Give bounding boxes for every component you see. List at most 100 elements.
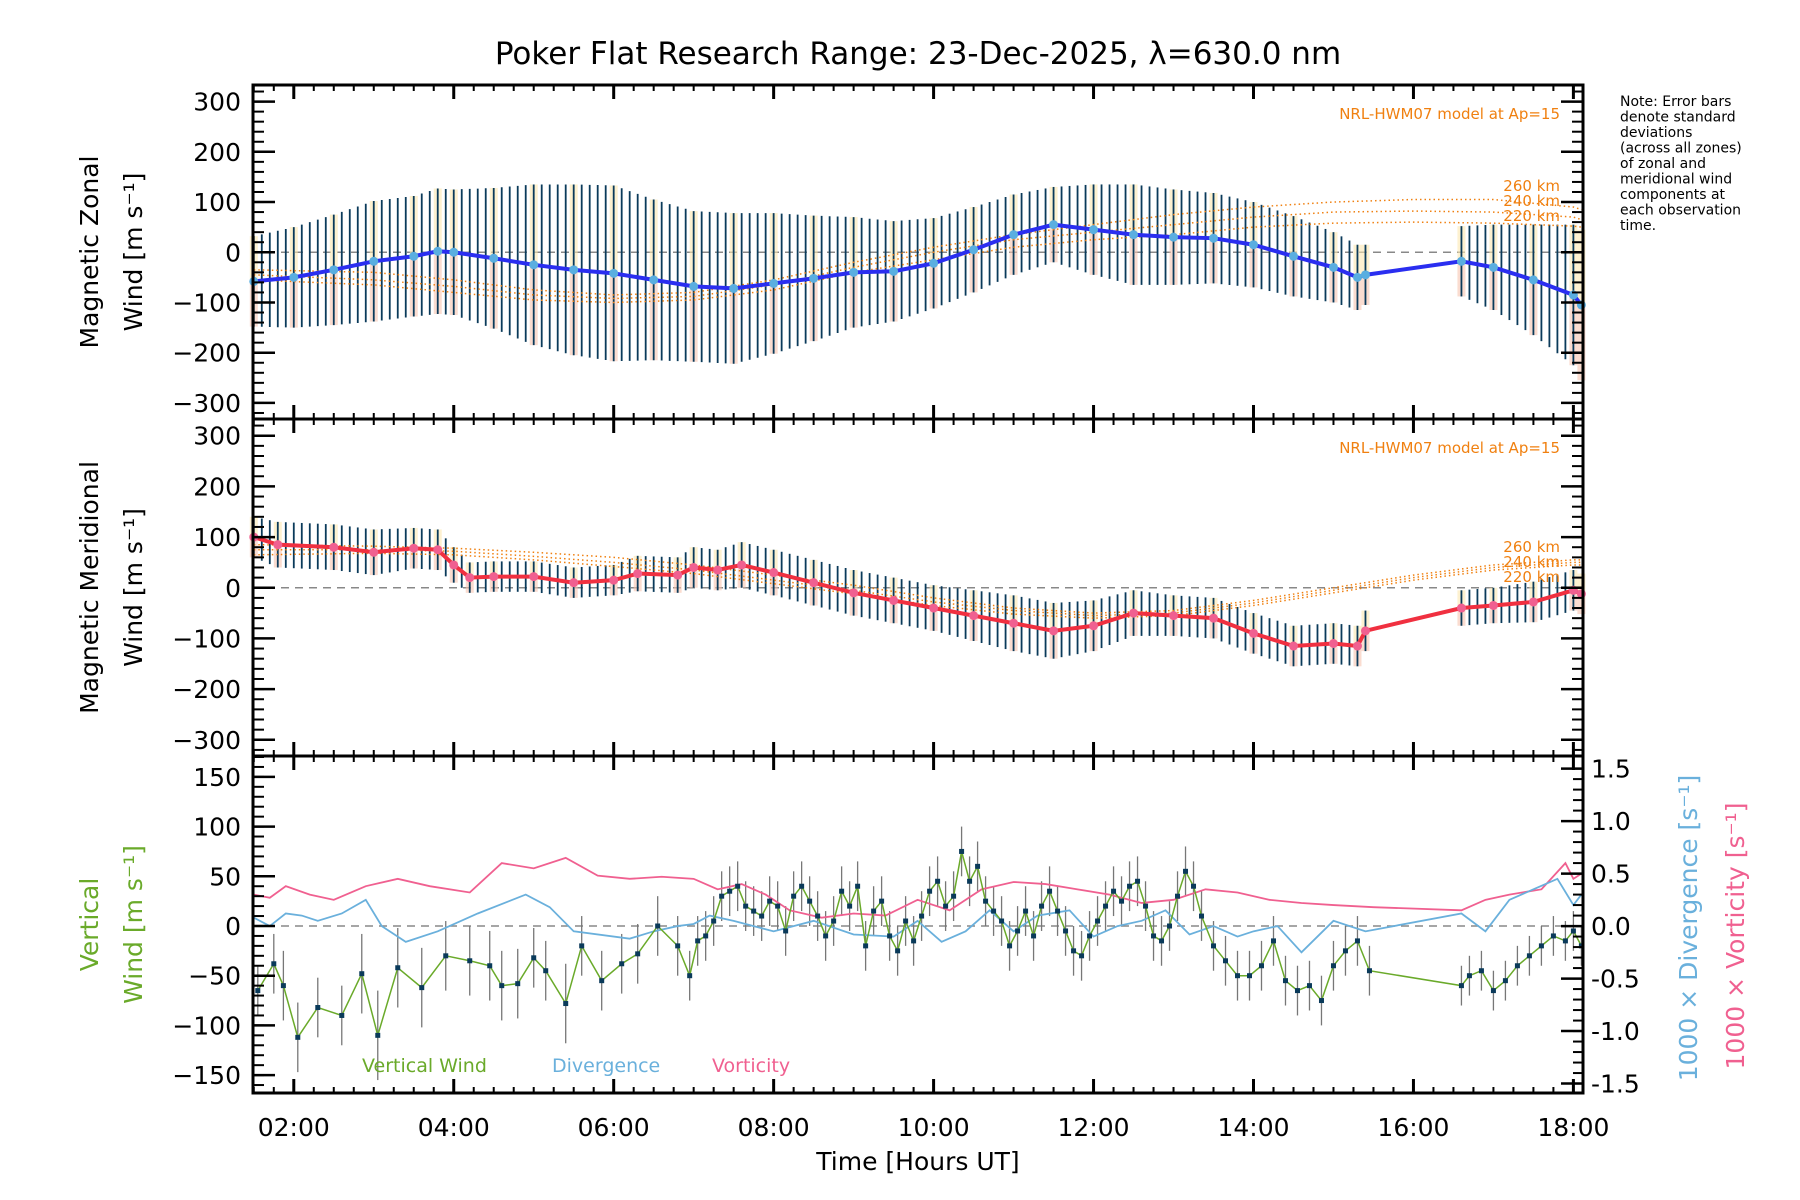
vertical-wind-point: [375, 1032, 381, 1038]
data-point: [1209, 613, 1219, 623]
x-tick-label: 10:00: [898, 1113, 970, 1142]
y-tick-label: 0: [225, 574, 241, 603]
data-point: [1360, 626, 1370, 636]
vorticity-axis-title: 1000 × Vorticity [s⁻¹]: [1721, 803, 1750, 1070]
data-point: [1456, 603, 1466, 613]
vertical-wind-point: [1047, 888, 1053, 894]
data-point: [529, 260, 539, 270]
y-tick-label: −200: [172, 339, 241, 368]
vertical-wind-point: [499, 983, 505, 989]
vertical-wind-point: [1514, 963, 1520, 969]
vertical-wind-point: [863, 943, 869, 949]
vertical-wind-point: [1211, 943, 1217, 949]
y-axis-title: Magnetic Zonal: [75, 156, 104, 349]
y-tick-label: 0: [225, 912, 241, 941]
zone-band-upper: [1577, 229, 1586, 305]
y-tick-label: −150: [172, 1061, 241, 1090]
y-tick-label: 50: [209, 862, 241, 891]
data-point: [449, 560, 459, 570]
vertical-wind-point: [1330, 963, 1336, 969]
vertical-wind-point: [1538, 943, 1544, 949]
legend-vorticity: Vorticity: [712, 1055, 790, 1077]
data-point: [433, 545, 443, 555]
vertical-wind-point: [271, 961, 277, 967]
vertical-wind-point: [1294, 988, 1300, 994]
legend-vertical-wind: Vertical Wind: [362, 1055, 487, 1077]
vertical-wind-point: [1550, 933, 1556, 939]
vertical-wind-point: [675, 943, 681, 949]
vertical-wind-point: [1007, 943, 1013, 949]
y-tick-label: −100: [172, 624, 241, 653]
x-tick-label: 14:00: [1217, 1113, 1289, 1142]
vertical-wind-point: [1143, 903, 1149, 909]
vertical-wind-point: [1526, 953, 1532, 959]
data-point: [649, 275, 659, 285]
vertical-wind-point: [1354, 938, 1360, 944]
data-point: [769, 568, 779, 578]
vertical-wind-point: [1366, 968, 1372, 974]
vertical-wind-point: [563, 1001, 569, 1007]
vertical-wind-point: [1095, 918, 1101, 924]
vertical-wind-point: [1031, 933, 1037, 939]
vertical-wind-point: [1023, 908, 1029, 914]
vertical-wind-point: [799, 883, 805, 889]
right-tick-label: 0.0: [1591, 912, 1631, 941]
data-point: [569, 578, 579, 588]
data-point: [1360, 270, 1370, 280]
y-tick-label: 100: [193, 188, 241, 217]
y-axis-title: Wind [m s⁻¹]: [119, 173, 148, 332]
vertical-wind-line: [257, 851, 1583, 1040]
data-point: [1009, 618, 1019, 628]
vertical-wind-point: [911, 938, 917, 944]
vertical-wind-point: [751, 908, 757, 914]
vertical-wind-point: [339, 1012, 345, 1018]
data-point: [1129, 230, 1139, 240]
vertical-wind-point: [1191, 883, 1197, 889]
x-tick-label: 02:00: [258, 1113, 330, 1142]
data-point: [713, 565, 723, 575]
data-point: [1089, 225, 1099, 235]
vertical-wind-point: [1087, 933, 1093, 939]
altitude-label: 220 km: [1503, 568, 1560, 586]
vertical-wind-point: [687, 973, 693, 979]
vertical-wind-point: [807, 898, 813, 904]
vertical-wind-point: [991, 908, 997, 914]
vertical-wind-point: [831, 918, 837, 924]
vertical-wind-point: [1478, 968, 1484, 974]
vertical-wind-point: [531, 955, 537, 961]
x-tick-label: 06:00: [578, 1113, 650, 1142]
y-tick-label: −100: [172, 288, 241, 317]
zone-band-lower: [1577, 593, 1586, 615]
vertical-wind-point: [635, 951, 641, 957]
data-point: [369, 256, 379, 266]
data-point: [1129, 608, 1139, 618]
vertical-wind-point: [1258, 963, 1264, 969]
y-tick-label: 100: [193, 813, 241, 842]
vertical-wind-point: [743, 903, 749, 909]
vertical-wind-point: [419, 985, 425, 991]
y-tick-label: −200: [172, 675, 241, 704]
vertical-wind-point: [1318, 998, 1324, 1004]
note-line: of zonal and: [1620, 156, 1706, 172]
y-axis-title: Vertical: [75, 878, 104, 972]
vertical-wind-point: [879, 898, 885, 904]
x-axis-title: Time [Hours UT]: [815, 1147, 1019, 1176]
vertical-wind-point: [395, 965, 401, 971]
y-tick-label: −50: [188, 962, 241, 991]
data-point: [689, 281, 699, 291]
vertical-wind-point: [1039, 903, 1045, 909]
vertical-wind-point: [1223, 958, 1229, 964]
note-line: denote standard: [1620, 110, 1736, 126]
data-point: [1169, 611, 1179, 621]
data-point: [969, 611, 979, 621]
vertical-wind-point: [1247, 973, 1253, 979]
vertical-wind-point: [967, 878, 973, 884]
vertical-wind-point: [1235, 973, 1241, 979]
vertical-wind-point: [1562, 938, 1568, 944]
data-point: [1456, 256, 1466, 266]
data-point: [1248, 240, 1258, 250]
model-line-260km: [253, 198, 1582, 296]
model-line-220km: [253, 552, 1582, 619]
